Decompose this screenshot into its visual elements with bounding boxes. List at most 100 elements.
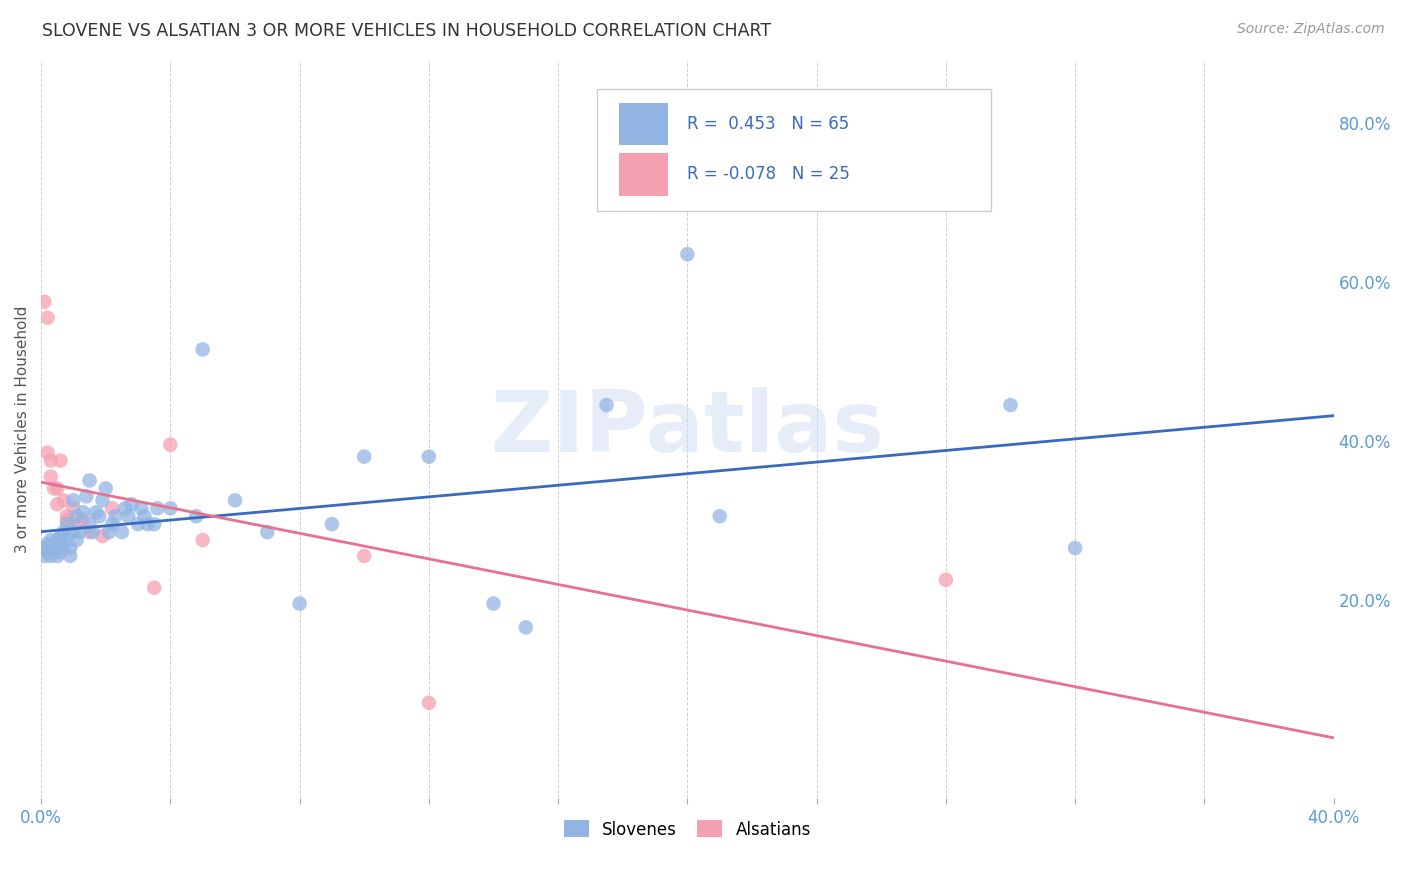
Y-axis label: 3 or more Vehicles in Household: 3 or more Vehicles in Household bbox=[15, 305, 30, 552]
Point bbox=[418, 450, 440, 464]
Point bbox=[159, 501, 181, 516]
Point bbox=[114, 501, 136, 516]
Point bbox=[39, 469, 62, 483]
FancyBboxPatch shape bbox=[619, 103, 668, 145]
Text: Source: ZipAtlas.com: Source: ZipAtlas.com bbox=[1237, 22, 1385, 37]
Text: R =  0.453   N = 65: R = 0.453 N = 65 bbox=[688, 115, 849, 133]
Point bbox=[1064, 541, 1087, 555]
Point bbox=[37, 537, 59, 551]
Point bbox=[72, 505, 94, 519]
Point bbox=[42, 541, 65, 555]
Point bbox=[59, 517, 82, 532]
FancyBboxPatch shape bbox=[619, 153, 668, 196]
Point bbox=[515, 620, 537, 634]
Point bbox=[89, 509, 111, 524]
Point bbox=[256, 525, 278, 540]
Point bbox=[186, 509, 208, 524]
Text: SLOVENE VS ALSATIAN 3 OR MORE VEHICLES IN HOUSEHOLD CORRELATION CHART: SLOVENE VS ALSATIAN 3 OR MORE VEHICLES I… bbox=[42, 22, 772, 40]
Point bbox=[37, 545, 59, 559]
Point bbox=[39, 541, 62, 555]
Point bbox=[39, 453, 62, 467]
Point bbox=[49, 545, 72, 559]
Point bbox=[191, 533, 214, 547]
Point bbox=[72, 513, 94, 527]
Point bbox=[46, 549, 69, 563]
Point bbox=[79, 517, 101, 532]
Point bbox=[94, 482, 117, 496]
Legend: Slovenes, Alsatians: Slovenes, Alsatians bbox=[557, 814, 817, 846]
Point bbox=[117, 509, 139, 524]
Point bbox=[84, 505, 107, 519]
Point bbox=[159, 438, 181, 452]
Point bbox=[62, 493, 84, 508]
Point bbox=[66, 517, 89, 532]
Point bbox=[101, 517, 124, 532]
Point bbox=[127, 517, 149, 532]
Point bbox=[935, 573, 957, 587]
Point bbox=[418, 696, 440, 710]
Point bbox=[91, 529, 114, 543]
Point bbox=[129, 501, 152, 516]
Point bbox=[34, 294, 56, 309]
Point bbox=[595, 398, 617, 412]
Point bbox=[288, 597, 311, 611]
Point bbox=[191, 343, 214, 357]
Point bbox=[482, 597, 505, 611]
Point bbox=[56, 533, 79, 547]
Point bbox=[56, 517, 79, 532]
Point bbox=[52, 537, 75, 551]
Point bbox=[321, 517, 343, 532]
FancyBboxPatch shape bbox=[598, 89, 991, 211]
Point bbox=[353, 549, 375, 563]
Point bbox=[104, 509, 127, 524]
Point bbox=[56, 509, 79, 524]
Point bbox=[52, 525, 75, 540]
Point bbox=[66, 509, 89, 524]
Point bbox=[59, 549, 82, 563]
Point bbox=[42, 545, 65, 559]
Point bbox=[82, 525, 104, 540]
Point bbox=[143, 517, 166, 532]
Point bbox=[37, 310, 59, 325]
Point bbox=[42, 482, 65, 496]
Point bbox=[62, 501, 84, 516]
Point bbox=[134, 509, 156, 524]
Point bbox=[39, 549, 62, 563]
Point bbox=[353, 450, 375, 464]
Point bbox=[66, 533, 89, 547]
Point bbox=[56, 513, 79, 527]
Point bbox=[62, 525, 84, 540]
Point bbox=[34, 549, 56, 563]
Point bbox=[52, 493, 75, 508]
Point bbox=[46, 497, 69, 511]
Point bbox=[146, 501, 169, 516]
Point bbox=[46, 482, 69, 496]
Point bbox=[101, 501, 124, 516]
Point bbox=[136, 517, 159, 532]
Point bbox=[46, 541, 69, 555]
Point bbox=[46, 533, 69, 547]
Point bbox=[75, 489, 97, 503]
Point bbox=[1000, 398, 1022, 412]
Point bbox=[98, 525, 121, 540]
Text: ZIPatlas: ZIPatlas bbox=[491, 387, 884, 470]
Point bbox=[49, 453, 72, 467]
Point bbox=[49, 537, 72, 551]
Point bbox=[676, 247, 699, 261]
Point bbox=[91, 493, 114, 508]
Text: R = -0.078   N = 25: R = -0.078 N = 25 bbox=[688, 165, 851, 184]
Point bbox=[39, 533, 62, 547]
Point bbox=[224, 493, 246, 508]
Point bbox=[79, 474, 101, 488]
Point bbox=[111, 525, 134, 540]
Point bbox=[79, 525, 101, 540]
Point bbox=[143, 581, 166, 595]
Point bbox=[121, 497, 143, 511]
Point bbox=[709, 509, 731, 524]
Point bbox=[42, 537, 65, 551]
Point bbox=[59, 541, 82, 555]
Point bbox=[69, 525, 91, 540]
Point bbox=[49, 529, 72, 543]
Point bbox=[37, 446, 59, 460]
Point bbox=[34, 541, 56, 555]
